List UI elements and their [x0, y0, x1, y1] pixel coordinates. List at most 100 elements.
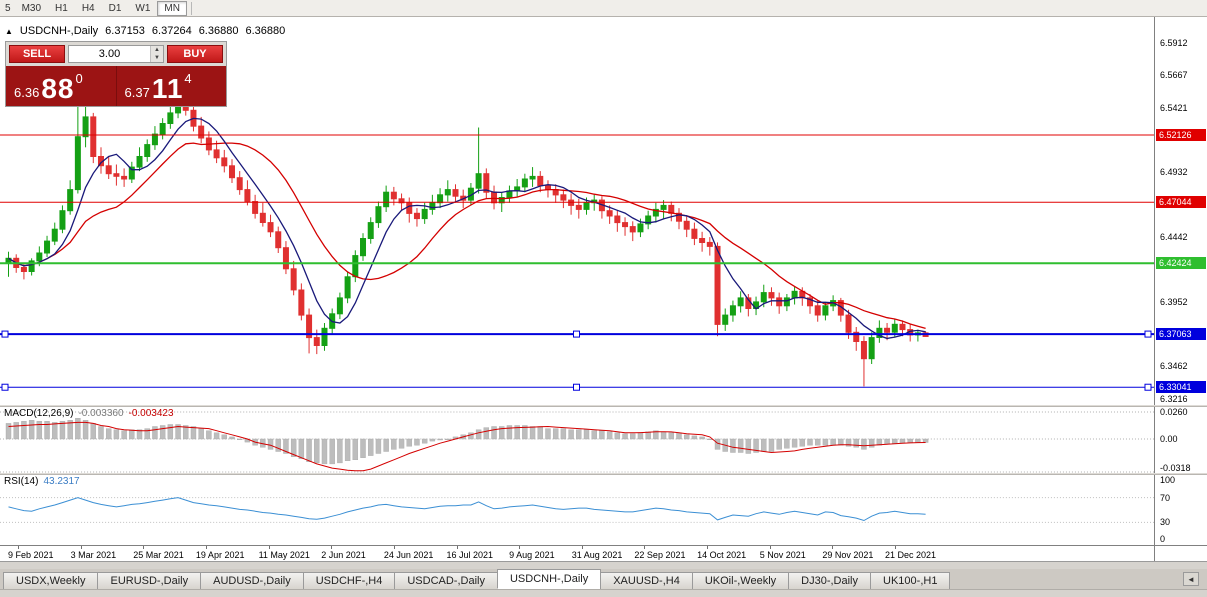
line-handle	[1144, 330, 1152, 338]
macd-histogram-bar	[745, 438, 752, 454]
date-axis-label: 19 Apr 2021	[195, 550, 245, 560]
date-axis[interactable]: 9 Feb 2021 3 Mar 2021 25 Mar 2021 19 Apr 20…	[0, 545, 1207, 561]
candle-body	[275, 231, 282, 249]
candle-body	[768, 292, 775, 299]
panel-splitter[interactable]	[0, 405, 1207, 407]
macd-scale-tick: -0.0318	[1160, 463, 1191, 473]
lot-decrease-button[interactable]: ▼	[151, 54, 163, 62]
timeframe-button-m30[interactable]: M30	[21, 2, 42, 14]
chart-tab-xauusd-h4[interactable]: XAUUSD-,H4	[600, 572, 693, 589]
lot-size-field[interactable]: 3.00 ▲ ▼	[68, 45, 164, 63]
candle-body	[899, 323, 906, 331]
macd-histogram-bar	[391, 438, 397, 450]
candle-body	[151, 133, 158, 146]
collapse-icon[interactable]: ▲	[5, 26, 13, 36]
macd-histogram-bar	[815, 438, 821, 446]
rsi-name: RSI(14)	[4, 476, 39, 487]
buy-price-sup: 4	[184, 71, 192, 86]
candle-body	[413, 212, 420, 220]
candle-body	[51, 228, 58, 242]
lot-increase-button[interactable]: ▲	[151, 46, 163, 54]
sell-button[interactable]: SELL	[9, 45, 65, 63]
macd-scale[interactable]: 0.0260 0.00 -0.0318	[1154, 407, 1207, 473]
line-handle	[572, 330, 581, 338]
date-axis-label: 5 Nov 2021	[759, 550, 806, 560]
macd-histogram-bar	[414, 438, 420, 446]
chart-tab-usdcad-daily[interactable]: USDCAD-,Daily	[394, 572, 498, 589]
sell-price-display[interactable]: 6.36 88 0	[6, 66, 116, 106]
date-axis-label: 14 Oct 2021	[697, 550, 747, 560]
one-click-trading-panel: SELL 3.00 ▲ ▼ BUY 6.36 88 0	[5, 41, 227, 107]
macd-scale-tick: 0.00	[1160, 434, 1178, 444]
candlestick-plot[interactable]	[0, 17, 1154, 405]
candle-body	[860, 341, 867, 360]
timeframe-button-w1[interactable]: W1	[135, 2, 151, 14]
candle-body	[290, 268, 297, 291]
chart-tab-audusd-daily[interactable]: AUDUSD-,Daily	[200, 572, 304, 589]
timeframe-button-h1[interactable]: H1	[55, 2, 68, 14]
macd-histogram-bar	[653, 430, 659, 440]
date-axis-corner	[1154, 546, 1207, 561]
macd-histogram-bar	[229, 436, 235, 440]
timeframe-button-d1[interactable]: D1	[108, 2, 122, 14]
window-bottom-strip	[0, 589, 1207, 597]
macd-plot[interactable]	[0, 407, 1154, 473]
candle-body	[444, 189, 451, 196]
macd-histogram-bar	[52, 422, 58, 440]
candle-body	[375, 206, 382, 224]
timeframe-button-mn[interactable]: MN	[157, 0, 187, 16]
chart-tab-usdx-weekly[interactable]: USDX,Weekly	[3, 572, 99, 589]
date-axis-tick	[644, 546, 646, 549]
timeframe-toolbar: 5 M30 H1 H4 D1 W1 MN	[0, 0, 1207, 17]
candle-body	[806, 297, 814, 307]
lot-spinner: ▲ ▼	[150, 46, 163, 62]
macd-histogram-bar	[491, 426, 497, 440]
macd-histogram-bar	[683, 434, 690, 440]
date-axis-label: 22 Sep 2021	[634, 550, 686, 560]
tab-scroll-left-button[interactable]: ◄	[1183, 572, 1199, 586]
candle-body	[383, 191, 390, 208]
date-axis-tick	[143, 546, 145, 549]
candle-body	[845, 314, 852, 333]
candle-body	[267, 222, 274, 233]
date-axis-tick	[519, 546, 521, 549]
macd-plot-area[interactable]: MACD(12,26,9) -0.003360 -0.003423	[0, 407, 1154, 473]
rsi-line	[8, 497, 926, 522]
macd-histogram-bar	[121, 430, 127, 440]
price-line-badge: 6.42424	[1156, 257, 1206, 270]
macd-histogram-bar	[445, 438, 451, 441]
timeframe-button-5[interactable]: 5	[5, 2, 11, 14]
chart-tab-usdchf-h4[interactable]: USDCHF-,H4	[302, 572, 396, 589]
buy-price-display[interactable]: 6.37 11 4	[115, 66, 227, 106]
rsi-plot-area[interactable]: RSI(14) 43.2317	[0, 475, 1154, 545]
candle-body	[645, 215, 652, 225]
date-axis-tick	[331, 546, 333, 549]
lot-size-value[interactable]: 3.00	[98, 48, 121, 60]
macd-histogram-bar	[853, 438, 859, 448]
price-scale[interactable]: 6.5912 6.5667 6.5421 6.4932 6.4442 6.3952 6.34…	[1154, 17, 1207, 405]
date-axis-label: 11 May 2021	[258, 550, 310, 560]
candle-body	[105, 165, 112, 175]
panel-splitter[interactable]	[0, 473, 1207, 475]
chart-tab-uk100-h1[interactable]: UK100-,H1	[870, 572, 951, 589]
macd-histogram-bar	[167, 424, 174, 440]
macd-histogram-bar	[468, 432, 474, 440]
macd-histogram-bar	[707, 438, 713, 441]
candle-body	[67, 189, 74, 212]
main-chart-area[interactable]: ▲ USDCNH-,Daily 6.37153 6.37264 6.36880 …	[0, 17, 1154, 405]
rsi-plot[interactable]	[0, 475, 1154, 545]
chart-tab-eurusd-daily[interactable]: EURUSD-,Daily	[97, 572, 202, 589]
macd-label: MACD(12,26,9) -0.003360 -0.003423	[4, 408, 174, 419]
buy-price-big: 11	[151, 73, 184, 104]
timeframe-button-h4[interactable]: H4	[81, 2, 95, 14]
chart-tab-ukoil-weekly[interactable]: UKOil-,Weekly	[691, 572, 790, 589]
chart-tab-usdcnh-daily[interactable]: USDCNH-,Daily	[496, 569, 602, 589]
chart-tab-dj30-daily[interactable]: DJ30-,Daily	[788, 572, 872, 589]
rsi-label: RSI(14) 43.2317	[4, 476, 80, 487]
candle-body	[637, 223, 644, 233]
buy-price-prefix: 6.37	[124, 85, 150, 100]
buy-button[interactable]: BUY	[167, 45, 223, 63]
rsi-scale[interactable]: 100 70 30 0	[1154, 475, 1207, 545]
candle-body	[583, 202, 590, 210]
